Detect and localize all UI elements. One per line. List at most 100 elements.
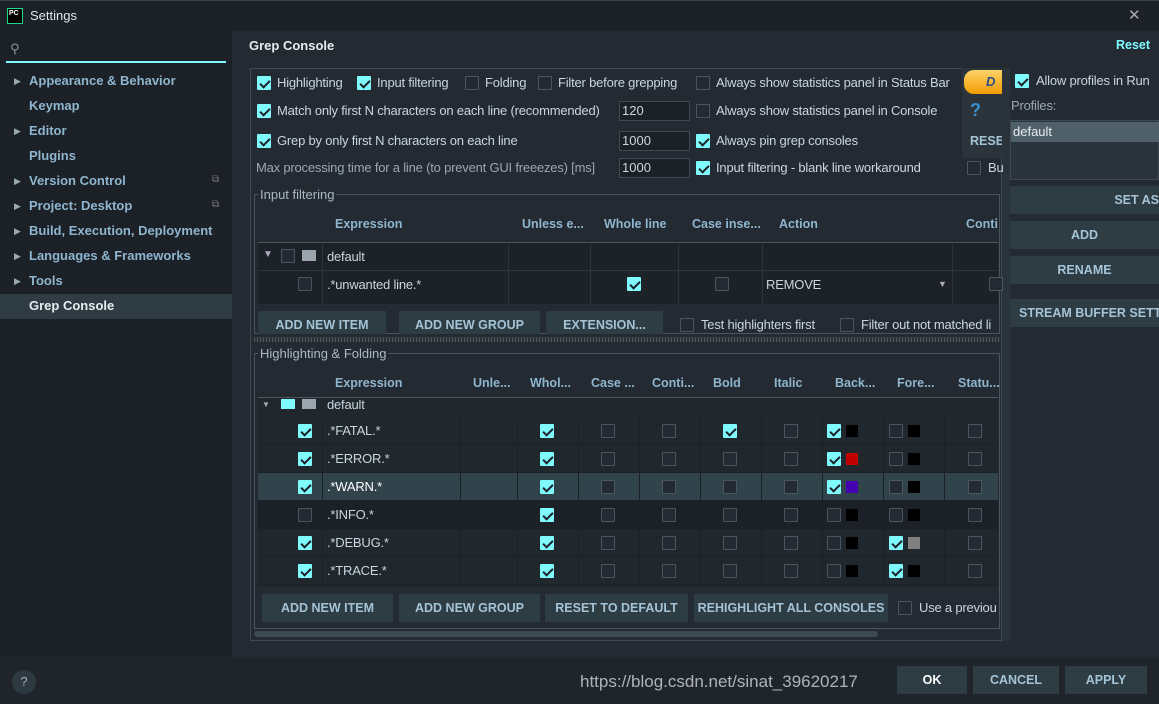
foreground-color-swatch[interactable]: [908, 509, 920, 521]
row-enabled-checkbox[interactable]: [298, 277, 312, 291]
background-checkbox[interactable]: [827, 536, 841, 550]
background-checkbox[interactable]: [827, 452, 841, 466]
apply-button[interactable]: APPLY: [1065, 666, 1147, 694]
add-new-group-button[interactable]: ADD NEW GROUP: [399, 594, 540, 622]
dropdown-arrow-icon[interactable]: ▼: [938, 279, 947, 289]
help-button[interactable]: ?: [12, 670, 36, 694]
ok-button[interactable]: OK: [897, 666, 967, 694]
background-checkbox[interactable]: [827, 564, 841, 578]
add-new-item-button[interactable]: ADD NEW ITEM: [258, 311, 386, 334]
row-enabled-checkbox[interactable]: [298, 424, 312, 438]
foreground-color-swatch[interactable]: [908, 565, 920, 577]
reset-button[interactable]: RESE: [970, 134, 1002, 148]
bold-checkbox[interactable]: [723, 424, 737, 438]
sidebar-item[interactable]: ▶ Editor: [0, 119, 232, 144]
status-checkbox[interactable]: [968, 480, 982, 494]
column-header[interactable]: Italic: [774, 376, 803, 390]
whole-line-checkbox[interactable]: [540, 536, 554, 550]
column-header[interactable]: Whole line: [604, 217, 667, 231]
stats-status-checkbox[interactable]: [696, 76, 710, 90]
background-color-swatch[interactable]: [846, 537, 858, 549]
use-previous-checkbox[interactable]: [898, 601, 912, 615]
foreground-color-swatch[interactable]: [908, 453, 920, 465]
italic-checkbox[interactable]: [784, 508, 798, 522]
pin-checkbox[interactable]: [696, 134, 710, 148]
split-divider[interactable]: [254, 337, 1000, 342]
add-new-item-button[interactable]: ADD NEW ITEM: [262, 594, 393, 622]
case-checkbox[interactable]: [601, 508, 615, 522]
column-header[interactable]: Back...: [835, 376, 876, 390]
column-header[interactable]: Conti...: [652, 376, 695, 390]
whole-line-checkbox[interactable]: [540, 564, 554, 578]
whole-line-checkbox[interactable]: [540, 480, 554, 494]
column-header[interactable]: Expression: [335, 217, 403, 231]
set-as-button[interactable]: SET AS: [1010, 186, 1159, 214]
foreground-checkbox[interactable]: [889, 452, 903, 466]
rehighlight-button[interactable]: REHIGHLIGHT ALL CONSOLES: [694, 594, 888, 622]
filter-out-checkbox[interactable]: [840, 318, 854, 332]
status-checkbox[interactable]: [968, 508, 982, 522]
column-header[interactable]: Action: [779, 217, 818, 231]
group-checkbox[interactable]: [281, 249, 295, 263]
column-header[interactable]: Fore...: [897, 376, 935, 390]
column-header[interactable]: Statu...: [958, 376, 1000, 390]
bold-checkbox[interactable]: [723, 508, 737, 522]
table-row[interactable]: [258, 445, 998, 473]
italic-checkbox[interactable]: [784, 564, 798, 578]
close-icon[interactable]: ✕: [1128, 7, 1141, 24]
expand-arrow-icon[interactable]: ▼: [263, 249, 273, 260]
filter-before-checkbox[interactable]: [538, 76, 552, 90]
bold-checkbox[interactable]: [723, 480, 737, 494]
sidebar-item[interactable]: Keymap: [0, 94, 232, 119]
background-color-swatch[interactable]: [846, 453, 858, 465]
whole-line-checkbox[interactable]: [540, 452, 554, 466]
foreground-checkbox[interactable]: [889, 564, 903, 578]
column-header[interactable]: Expression: [335, 376, 403, 390]
expand-arrow-icon[interactable]: ▼: [262, 400, 270, 409]
foreground-checkbox[interactable]: [889, 424, 903, 438]
folding-checkbox[interactable]: [465, 76, 479, 90]
case-checkbox[interactable]: [601, 564, 615, 578]
continue-checkbox[interactable]: [662, 564, 676, 578]
column-header[interactable]: Whol...: [530, 376, 571, 390]
continue-checkbox[interactable]: [662, 508, 676, 522]
donate-button[interactable]: D: [964, 70, 1002, 94]
sidebar-item[interactable]: ▶ Appearance & Behavior: [0, 69, 232, 94]
bu-checkbox[interactable]: [967, 161, 981, 175]
test-highlighters-checkbox[interactable]: [680, 318, 694, 332]
continue-checkbox[interactable]: [989, 277, 1003, 291]
italic-checkbox[interactable]: [784, 424, 798, 438]
foreground-checkbox[interactable]: [889, 480, 903, 494]
column-header[interactable]: Conti: [966, 217, 998, 231]
continue-checkbox[interactable]: [662, 424, 676, 438]
sidebar-item[interactable]: ▶ Build, Execution, Deployment: [0, 219, 232, 244]
whole-line-checkbox[interactable]: [540, 508, 554, 522]
continue-checkbox[interactable]: [662, 452, 676, 466]
background-checkbox[interactable]: [827, 508, 841, 522]
sidebar-item[interactable]: Grep Console: [0, 294, 232, 319]
add-new-group-button[interactable]: ADD NEW GROUP: [399, 311, 540, 334]
column-header[interactable]: Case ...: [591, 376, 635, 390]
horizontal-scrollbar[interactable]: [254, 631, 878, 637]
column-header[interactable]: Unle...: [473, 376, 511, 390]
sidebar-item[interactable]: ▶ Tools: [0, 269, 232, 294]
background-color-swatch[interactable]: [846, 425, 858, 437]
sidebar-item[interactable]: ▶ Version Control ⧉: [0, 169, 232, 194]
table-row[interactable]: [258, 473, 998, 501]
bold-checkbox[interactable]: [723, 536, 737, 550]
foreground-checkbox[interactable]: [889, 508, 903, 522]
background-color-swatch[interactable]: [846, 509, 858, 521]
foreground-checkbox[interactable]: [889, 536, 903, 550]
allow-profiles-checkbox[interactable]: [1015, 74, 1029, 88]
max-time-input[interactable]: 1000: [619, 158, 690, 178]
background-color-swatch[interactable]: [846, 565, 858, 577]
reset-link[interactable]: Reset: [1116, 38, 1151, 52]
stream-buffer-button[interactable]: STREAM BUFFER SETTI: [1010, 299, 1159, 327]
sidebar-item[interactable]: ▶ Languages & Frameworks: [0, 244, 232, 269]
bold-checkbox[interactable]: [723, 564, 737, 578]
case-checkbox[interactable]: [715, 277, 729, 291]
background-color-swatch[interactable]: [846, 481, 858, 493]
status-checkbox[interactable]: [968, 452, 982, 466]
table-row[interactable]: [258, 529, 998, 557]
row-enabled-checkbox[interactable]: [298, 564, 312, 578]
